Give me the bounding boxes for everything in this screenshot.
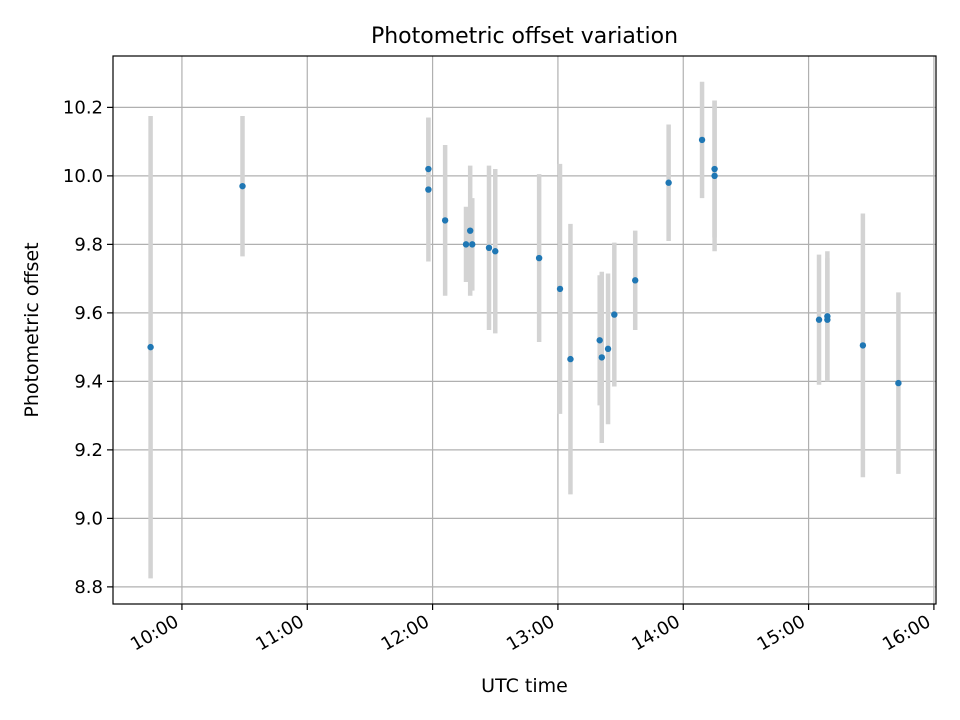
chart-title: Photometric offset variation	[371, 24, 678, 49]
data-point	[425, 165, 432, 173]
data-point	[711, 165, 718, 173]
data-point	[535, 254, 543, 262]
plot-frame	[112, 55, 937, 605]
data-point	[859, 342, 867, 349]
data-point	[711, 172, 718, 180]
data-points	[147, 136, 902, 387]
data-point	[895, 379, 902, 387]
data-point	[824, 316, 831, 323]
data-point	[815, 316, 823, 323]
data-point	[485, 244, 493, 251]
data-point	[632, 277, 639, 284]
data-point	[567, 355, 574, 363]
y-tick-label: 9.4	[74, 371, 103, 392]
y-axis-ticks: 8.8 9.0 9.2 9.4 9.6 9.8 10.0 10.2	[63, 97, 113, 598]
y-tick-label: 9.0	[74, 508, 103, 529]
data-point	[466, 227, 474, 234]
data-point	[596, 337, 603, 344]
y-tick-label: 8.8	[74, 577, 103, 598]
y-tick-label: 9.6	[74, 303, 103, 324]
y-tick-label: 9.8	[74, 234, 103, 255]
data-point	[604, 345, 612, 353]
y-tick-label: 9.2	[74, 440, 103, 461]
y-tick-label: 10.0	[63, 166, 103, 187]
data-point	[462, 241, 470, 248]
data-point	[598, 354, 605, 361]
data-point	[556, 285, 564, 293]
data-point	[469, 241, 476, 248]
data-point	[665, 179, 672, 186]
x-axis-label: UTC time	[481, 675, 568, 697]
data-point	[698, 136, 706, 144]
data-point	[147, 343, 154, 351]
data-point	[492, 248, 499, 255]
data-point	[425, 186, 432, 193]
y-axis-label: Photometric offset	[21, 242, 43, 417]
data-point	[611, 311, 618, 318]
y-tick-label: 10.2	[63, 97, 103, 118]
data-point	[441, 217, 449, 224]
grid-lines	[113, 56, 936, 604]
data-point	[239, 182, 246, 190]
